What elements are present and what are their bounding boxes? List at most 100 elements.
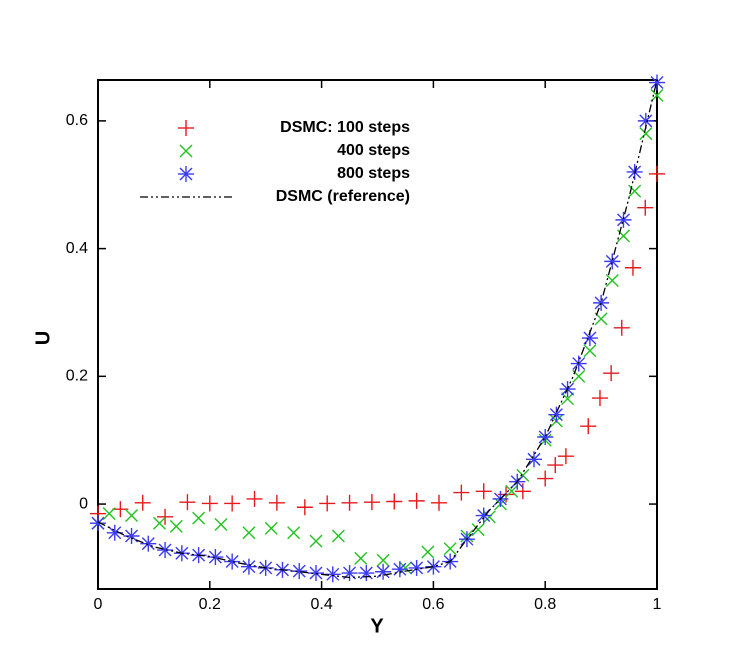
marker xyxy=(624,259,641,276)
marker xyxy=(152,516,166,530)
marker-stroke xyxy=(141,537,155,551)
marker xyxy=(201,495,218,512)
marker xyxy=(650,88,664,102)
marker-stroke xyxy=(421,545,435,559)
marker xyxy=(514,483,531,500)
marker xyxy=(90,515,106,532)
marker xyxy=(207,549,224,566)
marker-stroke xyxy=(583,344,597,358)
marker-stroke xyxy=(443,542,457,556)
marker-stroke xyxy=(264,521,278,535)
marker xyxy=(308,565,325,582)
marker-stroke xyxy=(410,561,424,575)
legend-label: DSMC: 100 steps xyxy=(280,119,410,136)
marker xyxy=(526,451,543,468)
marker xyxy=(214,518,228,531)
marker-stroke xyxy=(549,408,563,422)
x-tick-label: 1 xyxy=(653,596,662,613)
marker-stroke xyxy=(331,529,345,543)
marker xyxy=(453,484,470,501)
marker xyxy=(425,558,442,575)
marker xyxy=(309,534,323,548)
marker-stroke xyxy=(179,144,193,158)
marker xyxy=(123,527,140,544)
marker-stroke xyxy=(309,566,323,580)
marker xyxy=(430,494,447,511)
marker xyxy=(112,501,129,518)
marker-stroke xyxy=(125,529,139,543)
marker-stroke xyxy=(594,296,608,310)
marker-stroke xyxy=(91,516,105,530)
marker xyxy=(421,545,435,559)
marker-stroke xyxy=(326,567,340,581)
marker-stroke xyxy=(354,551,368,565)
marker xyxy=(591,390,608,407)
marker-stroke xyxy=(179,167,193,181)
legend-label: DSMC (reference) xyxy=(276,188,410,205)
marker-stroke xyxy=(538,430,552,444)
y-tick-label: 0 xyxy=(79,495,88,512)
marker-stroke xyxy=(426,560,440,574)
marker xyxy=(140,535,157,552)
marker-stroke xyxy=(616,229,630,243)
marker xyxy=(475,483,492,500)
reference-line xyxy=(97,79,658,579)
marker xyxy=(169,519,183,533)
marker xyxy=(649,165,665,182)
marker-stroke xyxy=(572,357,586,371)
marker xyxy=(471,523,485,537)
y-tick-label: 0.6 xyxy=(66,112,88,129)
marker-stroke xyxy=(594,312,608,326)
marker-stroke xyxy=(108,526,122,540)
marker xyxy=(570,355,587,372)
marker xyxy=(331,529,345,543)
x-tick-label: 0 xyxy=(94,596,103,613)
marker xyxy=(537,470,554,487)
marker xyxy=(603,365,620,382)
marker-stroke xyxy=(471,523,485,537)
marker-stroke xyxy=(359,566,373,580)
marker xyxy=(649,74,665,91)
x-tick-label: 0.4 xyxy=(310,596,332,613)
marker xyxy=(408,559,425,576)
marker-stroke xyxy=(242,526,256,540)
x-tick-label: 0.8 xyxy=(534,596,556,613)
marker xyxy=(264,521,278,535)
marker xyxy=(102,507,116,521)
marker xyxy=(548,406,565,423)
marker xyxy=(580,418,597,435)
marker-stroke xyxy=(158,543,172,557)
marker xyxy=(341,494,358,511)
marker-stroke xyxy=(292,564,306,578)
marker xyxy=(637,199,654,216)
marker xyxy=(240,558,257,575)
marker xyxy=(561,392,575,406)
marker-stroke xyxy=(152,516,166,530)
marker xyxy=(557,448,574,465)
marker xyxy=(613,319,630,336)
marker-stroke xyxy=(225,555,239,569)
marker-stroke xyxy=(505,484,519,498)
marker xyxy=(192,511,206,525)
marker xyxy=(246,490,263,507)
y-tick-label: 0.2 xyxy=(66,368,88,385)
marker xyxy=(628,184,642,198)
marker-stroke xyxy=(639,127,653,141)
marker xyxy=(537,429,554,446)
marker xyxy=(593,294,610,311)
marker xyxy=(616,229,630,243)
marker xyxy=(341,565,358,582)
marker xyxy=(386,493,403,510)
marker xyxy=(605,274,619,288)
x-axis-label: Y xyxy=(370,615,384,637)
legend-label: 400 steps xyxy=(337,142,410,159)
marker xyxy=(482,510,496,524)
marker xyxy=(583,344,597,358)
marker xyxy=(391,561,408,578)
marker xyxy=(547,457,564,474)
marker-stroke xyxy=(208,550,222,564)
marker xyxy=(319,495,336,512)
marker xyxy=(224,495,241,512)
marker xyxy=(376,553,390,567)
marker xyxy=(358,565,375,582)
